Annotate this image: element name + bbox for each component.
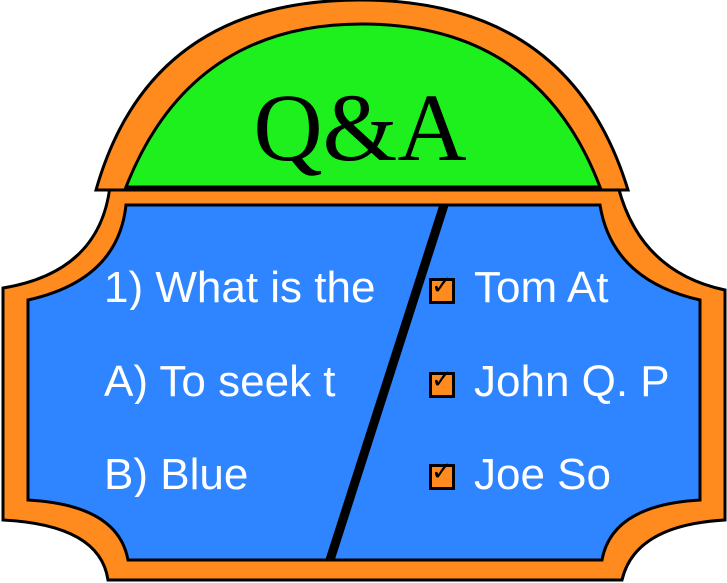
check-icon: ✓: [431, 271, 453, 301]
answer-label-2: John Q. P: [474, 360, 670, 404]
page-title: Q&A: [253, 74, 467, 181]
answer-checkbox-1[interactable]: ✓: [429, 273, 455, 304]
answer-checkbox-2[interactable]: ✓: [429, 367, 455, 398]
green-dome: [123, 22, 603, 189]
check-icon: ✓: [431, 365, 453, 395]
answer-label-1: Tom At: [474, 266, 609, 310]
option-b-text: B) Blue: [104, 453, 249, 497]
option-a-text: A) To seek t: [104, 360, 336, 404]
answer-checkbox-3[interactable]: ✓: [429, 459, 455, 490]
question-text: 1) What is the: [104, 266, 376, 310]
check-icon: ✓: [431, 457, 453, 487]
divider-line: [325, 203, 449, 562]
blue-panel: [26, 203, 702, 562]
answer-label-3: Joe So: [474, 453, 611, 497]
